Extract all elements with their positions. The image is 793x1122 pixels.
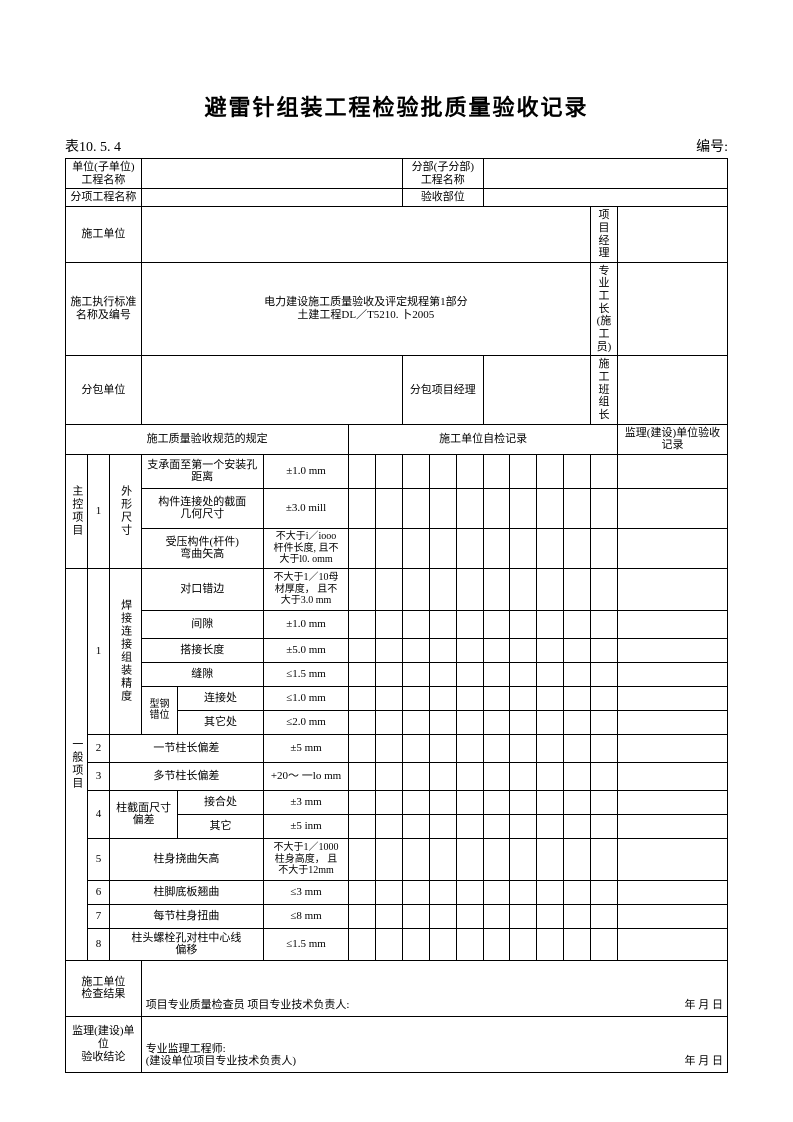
hdr-spec: 施工质量验收规范的规定 [66,424,349,454]
g3-val: +20～ 一lo mm [263,762,348,790]
g1c-val: ±5.0 mm [263,638,348,662]
g7-val: ≤8 mm [263,904,348,928]
unit-sign-date: 年 月 日 [685,999,724,1012]
g1a-val: 不大于1／10母 材厚度， 且不 大于3.0 mm [263,568,348,610]
m3-val: 不大于i／iooo 杆件长度, 且不 大于l0. omm [263,528,348,568]
g1c-item: 搭接长度 [141,638,263,662]
unit-result-sign: 项目专业质量检查员 项目专业技术负责人: 年 月 日 [141,960,727,1016]
cell-blank [141,356,402,424]
m2-val: ±3.0 mill [263,488,348,528]
cell-blank [617,262,727,355]
g1b-val: ±1.0 mm [263,610,348,638]
hdr-sup-check: 监理(建设)单位验收记录 [617,424,727,454]
hdr-pro-eng: 专业工长 (施工员) [591,262,618,355]
cell-blank [141,189,402,207]
g8-val: ≤1.5 mm [263,928,348,960]
cell-blank [141,159,402,189]
sup-sign-text: 专业监理工程师: (建设单位项目专业技术负责人) [146,1043,296,1068]
hdr-sub-pm: 分包项目经理 [403,356,484,424]
g6-num: 6 [87,880,109,904]
g4a-item: 接合处 [178,790,263,814]
main-label: 主控项目 [66,454,88,568]
g5-item: 柱身挠曲矢高 [109,838,263,880]
g8-item: 柱头螺栓孔对柱中心线 偏移 [109,928,263,960]
g1-num: 1 [87,568,109,734]
g3-item: 多节柱长偏差 [109,762,263,790]
g6-item: 柱脚底板翘曲 [109,880,263,904]
g4a-val: ±3 mm [263,790,348,814]
g7-num: 7 [87,904,109,928]
g1e1-val: ≤1.0 mm [263,686,348,710]
cell-blank [483,356,590,424]
g1e2-item: 其它处 [178,710,263,734]
gen-label: 一般项目 [66,568,88,960]
unit-sign-text: 项目专业质量检查员 项目专业技术负责人: [146,999,350,1012]
cell-blank [141,207,590,263]
g3-num: 3 [87,762,109,790]
hdr-subitem: 分项工程名称 [66,189,142,207]
m1-item: 支承面至第一个安装孔距离 [141,454,263,488]
table-number: 表10. 5. 4 [65,136,121,156]
g7-item: 每节柱身扭曲 [109,904,263,928]
g5-val: 不大于1／1000 柱身高度， 且 不大于12mm [263,838,348,880]
cell-blank [483,189,727,207]
g1d-val: ≤1.5 mm [263,662,348,686]
g8-num: 8 [87,928,109,960]
main-shape: 外形尺寸 [109,454,141,568]
g2-val: ±5 mm [263,734,348,762]
g1a-item: 对口错边 [141,568,263,610]
m1-val: ±1.0 mm [263,454,348,488]
hdr-checkpart: 验收部位 [403,189,484,207]
cell-blank [617,207,727,263]
g1e2-val: ≤2.0 mm [263,710,348,734]
g1e1-item: 连接处 [178,686,263,710]
page-title: 避雷针组装工程检验批质量验收记录 [65,90,728,122]
g1-cat: 焊接连接组装精度 [109,568,141,734]
hdr-section-name: 分部(子分部) 工程名称 [403,159,484,189]
hdr-unit-name: 单位(子单位) 工程名称 [66,159,142,189]
g4b-item: 其它 [178,814,263,838]
sup-sign-date: 年 月 日 [685,1055,724,1068]
g1d-item: 缝隙 [141,662,263,686]
cell-blank [483,159,727,189]
cell-blank [617,356,727,424]
sup-result-sign: 专业监理工程师: (建设单位项目专业技术负责人) 年 月 日 [141,1016,727,1072]
g6-val: ≤3 mm [263,880,348,904]
sup-result-label: 监理(建设)单位 验收结论 [66,1016,142,1072]
g4-label: 柱截面尺寸 偏差 [109,790,177,838]
main-table: 单位(子单位) 工程名称 分部(子分部) 工程名称 分项工程名称 验收部位 施工… [65,158,728,1073]
g1b-item: 间隙 [141,610,263,638]
hdr-std: 施工执行标准 名称及编号 [66,262,142,355]
hdr-self-check: 施工单位自检记录 [349,424,618,454]
main-num: 1 [87,454,109,568]
unit-result-label: 施工单位 检查结果 [66,960,142,1016]
doc-number-label: 编号: [696,136,728,156]
m3-item: 受压构件(杆件) 弯曲矢高 [141,528,263,568]
hdr-team-leader: 施工班组长 [591,356,618,424]
hdr-subcon: 分包单位 [66,356,142,424]
g1e-label: 型钢 错位 [141,686,178,734]
g5-num: 5 [87,838,109,880]
hdr-pm: 项目经理 [591,207,618,263]
g2-item: 一节柱长偏差 [109,734,263,762]
g4b-val: ±5 inm [263,814,348,838]
g4-num: 4 [87,790,109,838]
hdr-std-text: 电力建设施工质量验收及评定规程第1部分 土建工程DL／T5210. 卜2005 [141,262,590,355]
m2-item: 构件连接处的截面 几何尺寸 [141,488,263,528]
g2-num: 2 [87,734,109,762]
hdr-construct-unit: 施工单位 [66,207,142,263]
